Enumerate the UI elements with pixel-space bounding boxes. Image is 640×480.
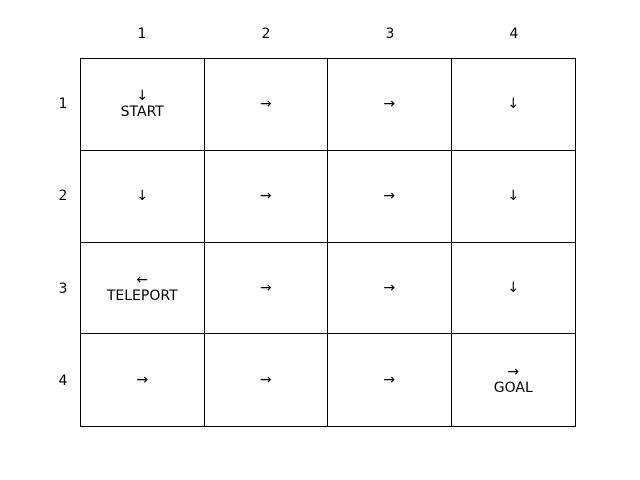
grid-cell-4-4: → GOAL xyxy=(452,334,576,426)
grid-cell-3-1: ← TELEPORT xyxy=(81,242,205,335)
row-label-2: 2 xyxy=(58,188,68,204)
arrow-right-icon: → xyxy=(259,279,272,296)
grid-cell-4-3: → xyxy=(328,334,452,426)
arrow-down-icon: ↓ xyxy=(136,188,149,205)
grid-cell-1-1: ↓ START xyxy=(81,59,205,151)
grid-cell-1-2: → xyxy=(204,59,328,151)
column-label-1: 1 xyxy=(137,26,147,42)
row-label-1: 1 xyxy=(58,96,68,112)
grid-cell-1-4: ↓ xyxy=(451,59,575,151)
grid-world: ↓ START → → ↓ ↓ → → ↓ ← TELEPORT → → ↓ →… xyxy=(80,58,576,427)
arrow-left-icon: ← xyxy=(136,271,149,288)
row-label-3: 3 xyxy=(58,281,68,297)
arrow-right-icon: → xyxy=(383,188,396,205)
grid-cell-3-4: ↓ xyxy=(451,243,575,335)
column-label-4: 4 xyxy=(509,26,519,42)
grid-cell-2-4: ↓ xyxy=(451,151,575,243)
grid-cell-4-2: → xyxy=(205,334,328,426)
teleport-label: TELEPORT xyxy=(106,287,178,304)
column-label-2: 2 xyxy=(261,26,271,42)
arrow-right-icon: → xyxy=(136,372,149,389)
grid-cell-2-1: ↓ xyxy=(81,150,205,243)
arrow-down-icon: ↓ xyxy=(136,88,149,105)
arrow-right-icon: → xyxy=(259,188,272,205)
arrow-right-icon: → xyxy=(383,96,396,113)
start-label: START xyxy=(120,104,164,121)
arrow-right-icon: → xyxy=(383,279,396,296)
column-label-3: 3 xyxy=(385,26,395,42)
grid-cell-2-2: → xyxy=(204,150,328,243)
arrow-right-icon: → xyxy=(507,364,520,381)
goal-label: GOAL xyxy=(493,380,533,397)
arrow-down-icon: ↓ xyxy=(507,96,520,113)
grid-cell-2-3: → xyxy=(328,150,452,243)
grid-cell-4-1: → xyxy=(81,334,205,426)
arrow-right-icon: → xyxy=(259,372,272,389)
grid-cell-3-3: → xyxy=(328,242,452,335)
arrow-down-icon: ↓ xyxy=(507,188,520,205)
row-label-4: 4 xyxy=(58,373,68,389)
grid-cell-3-2: → xyxy=(204,242,328,335)
arrow-down-icon: ↓ xyxy=(507,279,520,296)
arrow-right-icon: → xyxy=(259,96,272,113)
grid-cell-1-3: → xyxy=(328,59,452,151)
arrow-right-icon: → xyxy=(383,372,396,389)
